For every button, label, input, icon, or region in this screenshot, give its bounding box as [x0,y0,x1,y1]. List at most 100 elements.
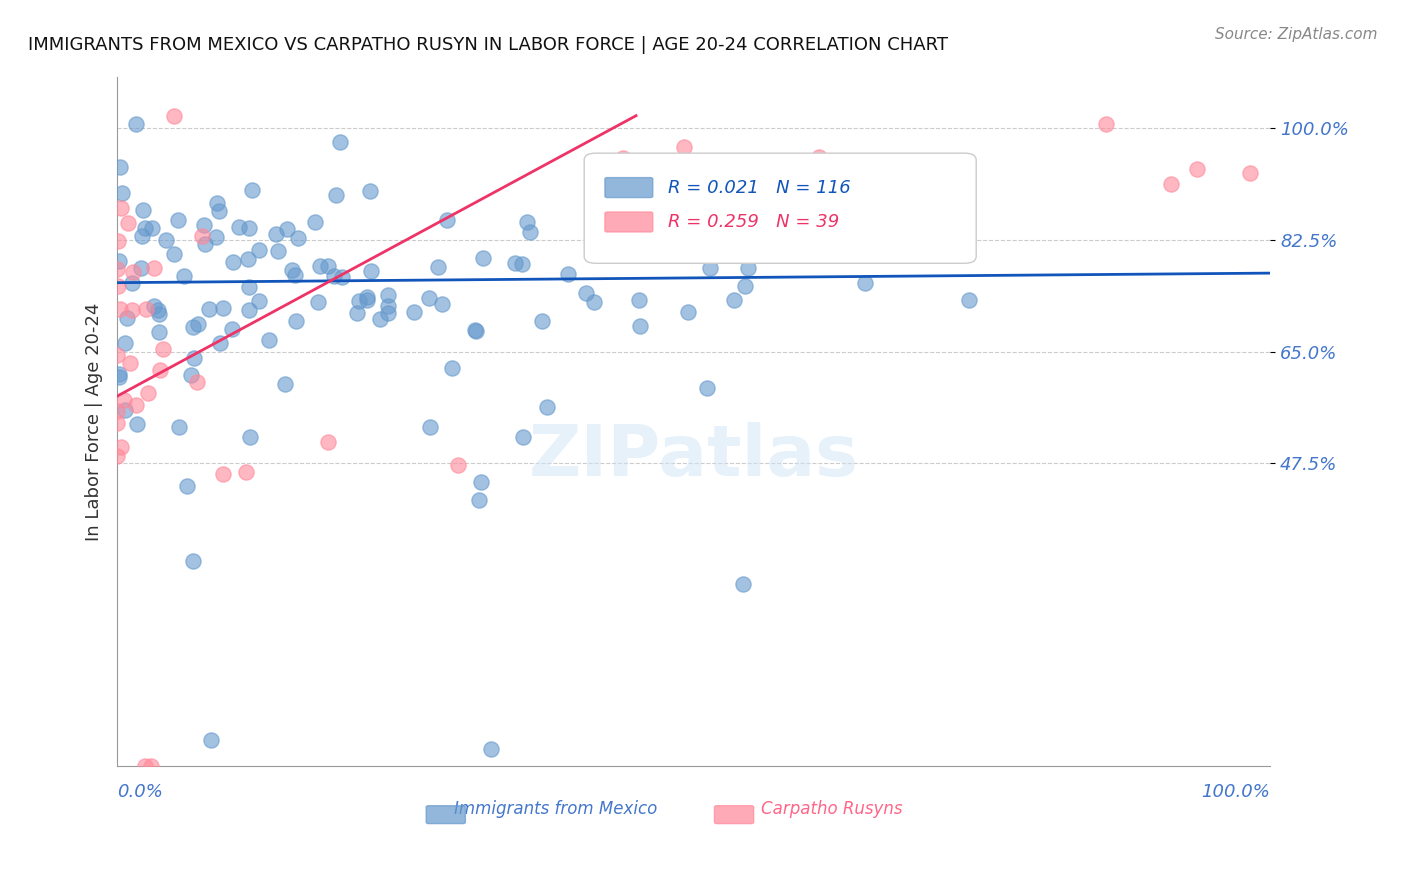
Point [325,188,347,202]
Point [105,416,128,430]
Point [465,324,488,338]
Point [957,293,980,307]
Point [470,475,492,489]
Point [356,293,378,307]
Point [574,285,596,300]
Point [146,302,169,317]
Point [105,404,128,418]
Point [905,241,928,255]
Point [1160,177,1182,191]
Point [162,247,184,261]
Point [238,303,260,318]
Point [111,186,134,200]
Point [212,467,235,481]
Point [173,268,195,283]
Point [135,301,157,316]
Point [125,398,148,412]
Point [418,291,440,305]
Text: Source: ZipAtlas.com: Source: ZipAtlas.com [1215,27,1378,42]
Point [107,234,129,248]
Point [108,253,131,268]
Point [284,268,307,283]
Point [588,178,610,193]
Point [181,319,204,334]
Point [120,356,142,370]
Point [114,335,136,350]
Point [183,554,205,568]
Point [612,151,634,165]
Point [377,288,399,302]
Point [212,301,235,316]
Text: R = 0.021   N = 116: R = 0.021 N = 116 [668,178,851,196]
Point [368,312,391,326]
Point [419,420,441,434]
Point [155,233,177,247]
Point [440,360,463,375]
Point [142,299,165,313]
Point [200,733,222,747]
Point [139,759,162,773]
Point [723,293,745,308]
Point [247,243,270,257]
Point [257,333,280,347]
Point [536,401,558,415]
Point [628,293,651,308]
Point [221,322,243,336]
Text: 0.0%: 0.0% [117,783,163,801]
Point [402,305,425,319]
Point [238,221,260,235]
Point [228,220,250,235]
Point [107,370,129,384]
Point [163,109,186,123]
Point [107,278,129,293]
Point [110,441,132,455]
Point [134,759,156,773]
Point [377,306,399,320]
Point [122,265,145,279]
Point [134,221,156,235]
Text: R = 0.259   N = 39: R = 0.259 N = 39 [668,213,839,231]
Point [121,276,143,290]
Point [638,241,661,255]
Point [105,449,128,463]
Text: ZIPatlas: ZIPatlas [529,422,859,491]
Point [430,297,453,311]
Point [132,202,155,217]
Point [479,742,502,756]
Point [266,227,288,242]
Point [1095,117,1118,131]
Point [882,170,904,185]
Point [143,261,166,276]
Point [108,368,131,382]
Point [377,299,399,313]
Point [280,263,302,277]
Point [503,256,526,270]
Point [309,259,332,273]
Point [193,218,215,232]
Point [207,204,229,219]
Point [221,255,243,269]
Point [167,212,190,227]
Point [176,479,198,493]
Point [464,323,486,337]
Point [613,197,636,211]
FancyBboxPatch shape [605,212,652,232]
Point [512,430,534,444]
Text: Carpatho Rusyns: Carpatho Rusyns [761,800,903,818]
Point [436,213,458,227]
Point [149,363,172,377]
Point [247,293,270,308]
Point [855,276,877,290]
Point [238,252,260,267]
Point [186,375,208,389]
Point [183,351,205,365]
Point [582,295,605,310]
Point [112,392,135,407]
Point [115,311,138,326]
Point [673,139,696,153]
Point [808,150,831,164]
Point [193,236,215,251]
Point [328,135,350,149]
Point [557,267,579,281]
Point [731,577,754,591]
